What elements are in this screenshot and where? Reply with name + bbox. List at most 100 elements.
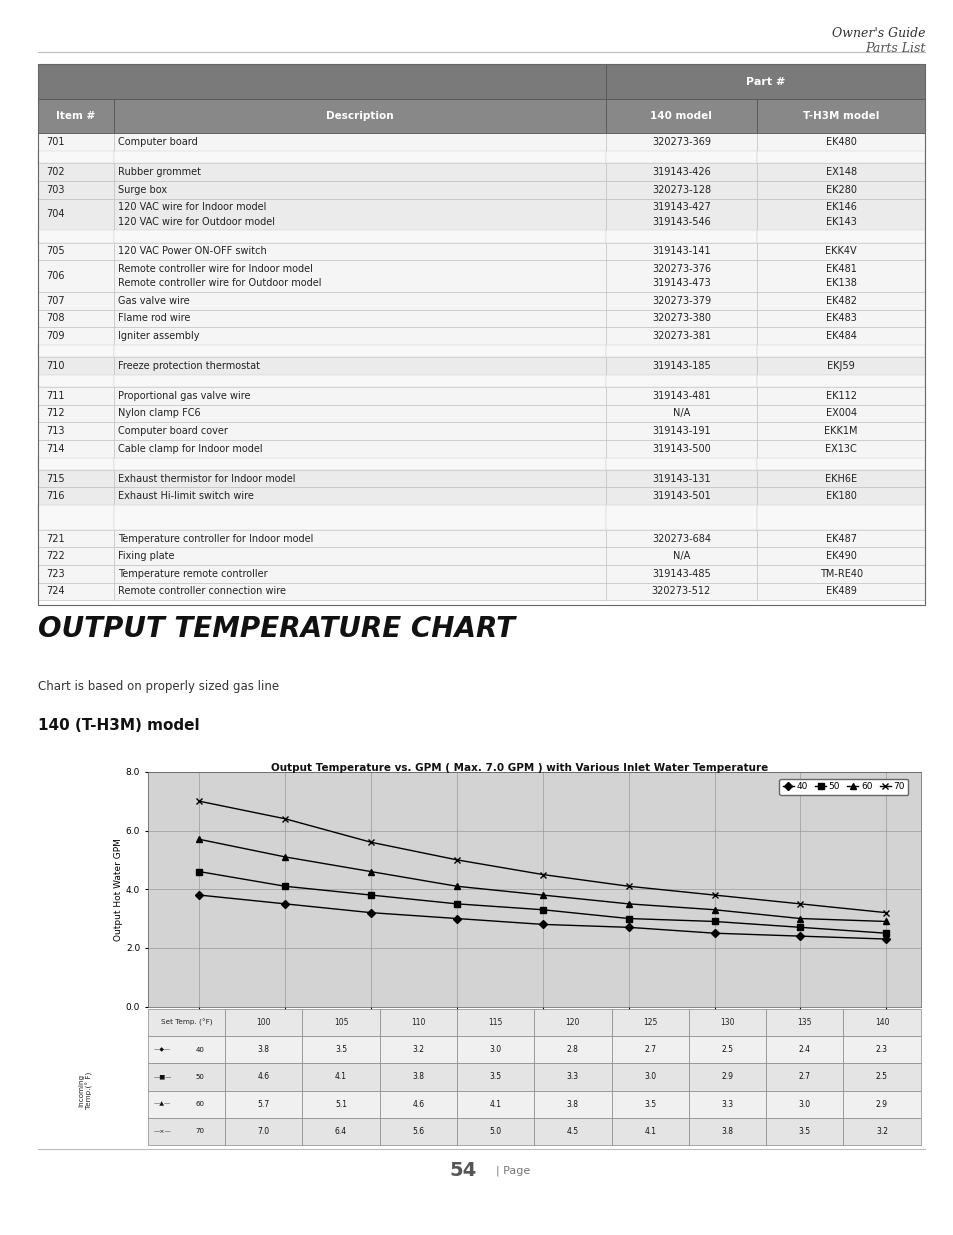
Text: N/A: N/A: [672, 409, 689, 419]
Text: Chart is based on properly sized gas line: Chart is based on properly sized gas lin…: [38, 680, 279, 694]
Text: EKJ59: EKJ59: [826, 361, 854, 370]
Text: 710: 710: [46, 361, 64, 370]
40: [193, 888, 205, 903]
Text: —▲—: —▲—: [153, 1102, 172, 1107]
Text: 3.2: 3.2: [412, 1045, 424, 1055]
Text: 319143-426: 319143-426: [651, 167, 710, 177]
Text: EK143: EK143: [824, 216, 856, 227]
Text: 319143-485: 319143-485: [651, 569, 710, 579]
70: [193, 794, 205, 809]
Text: 4.6: 4.6: [257, 1072, 270, 1082]
Text: Remote controller connection wire: Remote controller connection wire: [118, 587, 286, 597]
Text: 2.9: 2.9: [720, 1072, 733, 1082]
Text: 140: 140: [874, 1018, 888, 1028]
Text: OUTPUT TEMPERATURE CHART: OUTPUT TEMPERATURE CHART: [38, 615, 515, 643]
Text: —×—: —×—: [153, 1129, 172, 1134]
Text: 723: 723: [46, 569, 65, 579]
Text: 319143-131: 319143-131: [652, 474, 710, 484]
Text: 703: 703: [46, 185, 64, 195]
Text: —■—: —■—: [153, 1074, 172, 1079]
Text: 2.8: 2.8: [566, 1045, 578, 1055]
50: [451, 897, 462, 911]
Text: EKH6E: EKH6E: [824, 474, 856, 484]
Text: 2.5: 2.5: [720, 1045, 733, 1055]
Text: EK489: EK489: [824, 587, 856, 597]
Text: EK180: EK180: [824, 492, 856, 501]
50: [622, 911, 634, 926]
Text: Flame rod wire: Flame rod wire: [118, 314, 191, 324]
Text: 4.1: 4.1: [335, 1072, 347, 1082]
60: [451, 879, 462, 894]
Text: 2.5: 2.5: [875, 1072, 887, 1082]
40: [279, 897, 291, 911]
Text: —◆—: —◆—: [153, 1047, 172, 1052]
Text: 319143-481: 319143-481: [652, 390, 710, 401]
Text: EKK4V: EKK4V: [824, 247, 856, 257]
Text: 714: 714: [46, 443, 64, 453]
50: [708, 914, 720, 929]
Text: 3.5: 3.5: [798, 1126, 810, 1136]
Text: Computer board cover: Computer board cover: [118, 426, 228, 436]
Text: 135: 135: [797, 1018, 811, 1028]
40: [622, 920, 634, 935]
Text: Computer board: Computer board: [118, 137, 198, 147]
Text: EK112: EK112: [824, 390, 856, 401]
Text: Fixing plate: Fixing plate: [118, 551, 174, 561]
Text: 715: 715: [46, 474, 65, 484]
50: [365, 888, 376, 903]
Text: EK146: EK146: [824, 203, 856, 212]
Text: Remote controller wire for Outdoor model: Remote controller wire for Outdoor model: [118, 278, 321, 288]
Text: Owner's Guide: Owner's Guide: [831, 27, 924, 41]
Text: 319143-473: 319143-473: [651, 278, 710, 288]
Text: 3.3: 3.3: [720, 1099, 733, 1109]
Text: 706: 706: [46, 270, 64, 282]
Text: 320273-381: 320273-381: [651, 331, 710, 341]
Text: 54: 54: [449, 1161, 476, 1181]
Text: EK482: EK482: [824, 295, 856, 306]
Text: 3.0: 3.0: [798, 1099, 810, 1109]
Text: Exhaust thermistor for Indoor model: Exhaust thermistor for Indoor model: [118, 474, 295, 484]
Text: 320273-376: 320273-376: [651, 264, 710, 274]
40: [537, 916, 548, 932]
Text: 319143-427: 319143-427: [651, 203, 710, 212]
Text: 3.0: 3.0: [643, 1072, 656, 1082]
Text: 40: 40: [195, 1047, 205, 1052]
40: [451, 911, 462, 926]
Text: 722: 722: [46, 551, 65, 561]
Text: EK490: EK490: [824, 551, 856, 561]
Text: 3.3: 3.3: [566, 1072, 578, 1082]
Text: 50: 50: [195, 1074, 205, 1079]
60: [537, 888, 548, 903]
70: [279, 811, 291, 826]
Text: 704: 704: [46, 210, 64, 220]
Text: Freeze protection thermostat: Freeze protection thermostat: [118, 361, 260, 370]
Text: 115: 115: [488, 1018, 502, 1028]
70: [537, 867, 548, 882]
60: [279, 850, 291, 864]
Text: 713: 713: [46, 426, 64, 436]
40: [794, 929, 805, 944]
Line: 60: 60: [196, 836, 888, 925]
Text: | Page: | Page: [496, 1166, 530, 1176]
60: [708, 903, 720, 918]
Text: EX13C: EX13C: [824, 443, 856, 453]
Text: Description: Description: [326, 111, 394, 121]
Text: 4.1: 4.1: [643, 1126, 656, 1136]
70: [794, 897, 805, 911]
Text: 100: 100: [256, 1018, 271, 1028]
60: [622, 897, 634, 911]
Text: Gas valve wire: Gas valve wire: [118, 295, 190, 306]
Text: 320273-128: 320273-128: [651, 185, 710, 195]
Text: 319143-500: 319143-500: [651, 443, 710, 453]
Text: Item #: Item #: [56, 111, 95, 121]
50: [537, 903, 548, 918]
60: [880, 914, 891, 929]
Text: 3.8: 3.8: [257, 1045, 270, 1055]
Text: 320273-684: 320273-684: [651, 534, 710, 543]
60: [365, 864, 376, 879]
Text: 3.0: 3.0: [489, 1045, 501, 1055]
Text: 3.8: 3.8: [566, 1099, 578, 1109]
Text: EX148: EX148: [824, 167, 856, 177]
Text: 319143-141: 319143-141: [652, 247, 710, 257]
Text: 125: 125: [642, 1018, 657, 1028]
